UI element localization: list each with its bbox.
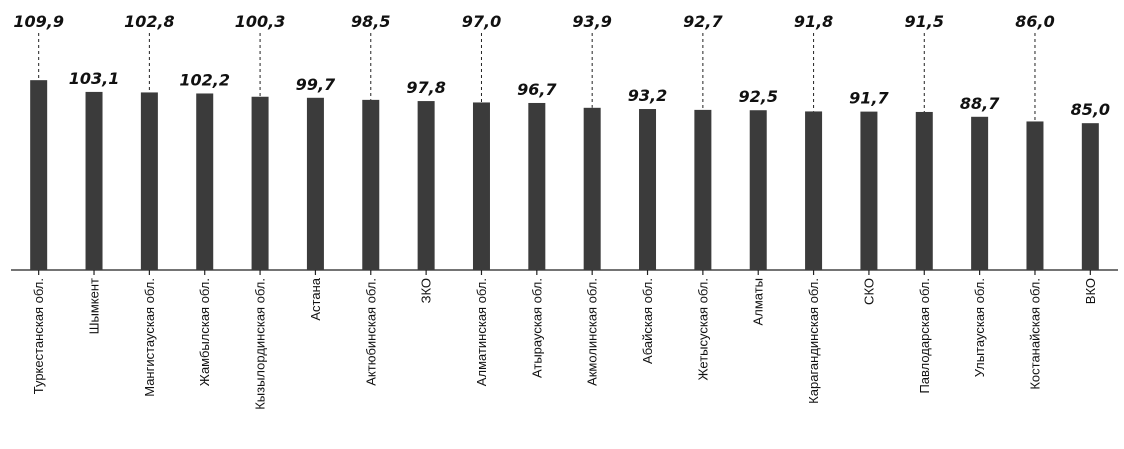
- data-label: 109,9: [13, 12, 64, 31]
- data-label: 102,8: [124, 12, 175, 31]
- data-label: 91,7: [849, 89, 889, 108]
- x-tick-label: ЗКО: [419, 278, 434, 303]
- bar: [85, 91, 103, 270]
- data-label: 102,2: [179, 70, 230, 89]
- x-tick-label: Жетысуская обл.: [695, 278, 710, 380]
- x-tick-label: Костанайская обл.: [1027, 278, 1042, 390]
- bar: [860, 111, 878, 270]
- x-tick-label: Улытауская обл.: [972, 278, 987, 377]
- data-label: 91,8: [794, 12, 833, 31]
- x-tick-label: Актюбинская обл.: [363, 278, 378, 386]
- data-label: 85,0: [1071, 100, 1110, 119]
- x-tick-label: Жамбылская обл.: [197, 278, 212, 386]
- data-label: 98,5: [351, 12, 390, 31]
- x-tick-label: Астана: [308, 277, 323, 320]
- data-label: 86,0: [1015, 12, 1054, 31]
- x-tick-label: Атырауская обл.: [529, 278, 544, 378]
- bar: [140, 92, 158, 270]
- data-label: 88,7: [960, 94, 1000, 113]
- x-tick-label: Абайская обл.: [640, 278, 655, 364]
- x-tick-label: ВКО: [1083, 278, 1098, 304]
- x-tick-label: Шымкент: [87, 278, 102, 334]
- data-label: 92,7: [683, 12, 723, 31]
- data-label: 100,3: [235, 12, 286, 31]
- x-tick-label: СКО: [861, 278, 876, 305]
- bar: [196, 93, 214, 271]
- data-label: 93,9: [572, 12, 611, 31]
- bar: [362, 99, 380, 270]
- data-label: 91,5: [905, 12, 944, 31]
- data-label: 97,0: [462, 12, 501, 31]
- bar: [971, 116, 989, 270]
- bar: [639, 109, 657, 270]
- data-label: 99,7: [296, 75, 336, 94]
- x-tick-label: Мангистауская обл.: [142, 278, 157, 397]
- bar: [528, 102, 546, 271]
- bar: [417, 101, 435, 270]
- x-tick-label: Алматы: [751, 278, 766, 325]
- bar: [472, 102, 490, 270]
- data-label: 97,8: [406, 78, 445, 97]
- bar: [749, 110, 767, 271]
- bar: [583, 107, 601, 271]
- bar: [1081, 123, 1099, 270]
- x-tick-label: Туркестанская обл.: [31, 278, 46, 394]
- data-label: 92,5: [738, 87, 777, 106]
- x-tick-label: Алматинская обл.: [474, 278, 489, 386]
- bar: [1026, 121, 1044, 270]
- bar: [251, 96, 269, 270]
- x-tick-label: Карагандинская обл.: [806, 278, 821, 404]
- data-label: 96,7: [517, 80, 557, 99]
- bar: [694, 109, 712, 270]
- bar: [30, 80, 48, 270]
- bar: [805, 111, 823, 270]
- bar: [915, 111, 933, 270]
- data-label: 93,2: [628, 86, 667, 105]
- bar: [306, 97, 324, 270]
- data-label: 103,1: [69, 69, 120, 88]
- x-tick-label: Кызылординская обл.: [253, 278, 268, 410]
- x-tick-label: Павлодарская обл.: [917, 278, 932, 394]
- x-tick-label: Акмолинская обл.: [585, 278, 600, 386]
